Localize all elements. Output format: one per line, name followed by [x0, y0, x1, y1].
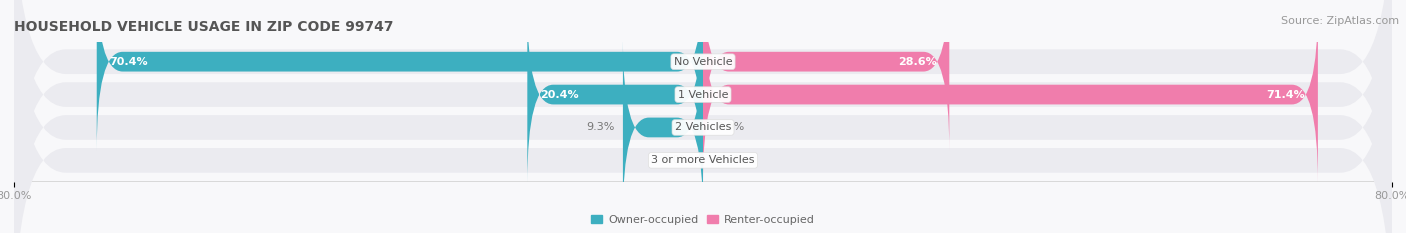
Text: 2 Vehicles: 2 Vehicles: [675, 123, 731, 133]
Text: No Vehicle: No Vehicle: [673, 57, 733, 67]
FancyBboxPatch shape: [703, 0, 949, 151]
Text: 1 Vehicle: 1 Vehicle: [678, 89, 728, 99]
FancyBboxPatch shape: [14, 0, 1392, 233]
FancyBboxPatch shape: [97, 0, 703, 151]
FancyBboxPatch shape: [703, 6, 1317, 183]
Text: 9.3%: 9.3%: [586, 123, 614, 133]
Text: 20.4%: 20.4%: [540, 89, 579, 99]
Text: 3 or more Vehicles: 3 or more Vehicles: [651, 155, 755, 165]
Text: 71.4%: 71.4%: [1267, 89, 1305, 99]
FancyBboxPatch shape: [14, 0, 1392, 233]
FancyBboxPatch shape: [527, 6, 703, 183]
Text: 0.0%: 0.0%: [662, 155, 690, 165]
Text: 70.4%: 70.4%: [110, 57, 148, 67]
Text: 0.0%: 0.0%: [716, 155, 744, 165]
FancyBboxPatch shape: [623, 39, 703, 216]
Text: 0.0%: 0.0%: [716, 123, 744, 133]
Legend: Owner-occupied, Renter-occupied: Owner-occupied, Renter-occupied: [586, 210, 820, 229]
Text: 28.6%: 28.6%: [897, 57, 936, 67]
Text: HOUSEHOLD VEHICLE USAGE IN ZIP CODE 99747: HOUSEHOLD VEHICLE USAGE IN ZIP CODE 9974…: [14, 20, 394, 34]
FancyBboxPatch shape: [14, 0, 1392, 233]
FancyBboxPatch shape: [14, 0, 1392, 233]
Text: Source: ZipAtlas.com: Source: ZipAtlas.com: [1281, 16, 1399, 26]
